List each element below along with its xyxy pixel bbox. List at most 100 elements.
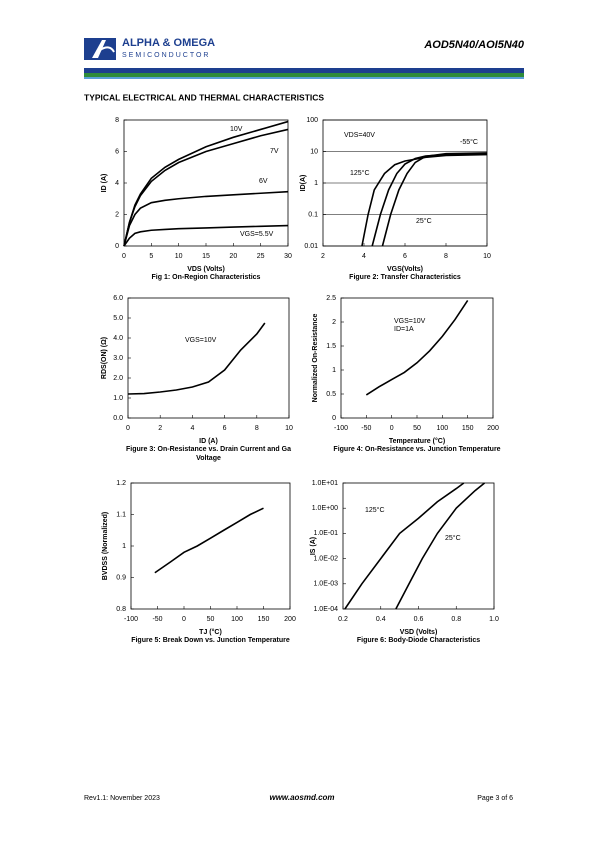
x-tick-label: 0: [390, 425, 394, 432]
y-tick-label: 1.0E-01: [313, 530, 338, 537]
label-background: [228, 124, 244, 134]
y-axis-label: ID (A): [101, 174, 108, 193]
figure-caption: Figure 6: Body-Diode Characteristics: [357, 637, 480, 644]
curve: [123, 128, 289, 247]
series-label: 7V: [270, 148, 279, 155]
x-tick-label: 0: [182, 616, 186, 623]
curve: [361, 153, 488, 247]
chart: 0 2 4 6 8 10 0.0 1.0 2.0 3.0 4.0 5.0 6.0 ID (A) RDS(ON…: [101, 295, 293, 462]
y-tick-label: 1: [122, 543, 126, 550]
y-tick-label: 8: [115, 117, 119, 124]
y-tick-label: 0.8: [116, 606, 126, 613]
series-label: VGS=5.5V: [240, 231, 274, 238]
curve: [123, 190, 289, 247]
y-tick-label: 2: [115, 211, 119, 218]
series-label: 125°C: [365, 506, 385, 514]
y-tick-label: 2.5: [326, 295, 336, 302]
figure-caption: Fig 1: On-Region Characteristics: [152, 274, 261, 281]
y-tick-label: 5.0: [113, 315, 123, 322]
x-tick-label: 4: [190, 425, 194, 432]
series-label: 25°C: [416, 217, 432, 225]
x-tick-label: 0.4: [376, 616, 386, 623]
chart: 0 5 10 15 20 25 30 0 2 4 6 8 VDS (Volts) ID (A) Fig 1:…: [101, 117, 292, 281]
figure-caption: Figure 2: Transfer Characteristics: [349, 274, 461, 281]
x-tick-label: 8: [255, 425, 259, 432]
x-axis-label: Temperature (°C): [389, 437, 445, 445]
footer-revision: Rev1.1: November 2023: [84, 795, 160, 802]
y-tick-label: 0: [332, 415, 336, 422]
series-label: 125°C: [350, 169, 370, 177]
x-tick-label: 0: [126, 425, 130, 432]
figure-caption: Figure 5: Break Down vs. Junction Temper…: [131, 637, 290, 644]
y-tick-label: 1.0: [113, 395, 123, 402]
y-axis-label: ID(A): [300, 175, 307, 192]
y-tick-label: 0.01: [304, 243, 318, 250]
x-axis-label: VDS (Volts): [187, 266, 225, 273]
x-tick-label: 200: [487, 425, 499, 432]
x-tick-label: 0.2: [338, 616, 348, 623]
x-axis-label: VGS(Volts): [387, 266, 423, 273]
logo-mark: [84, 38, 116, 60]
y-axis-label: BVDSS (Normalized): [102, 512, 109, 580]
footer-website: www.aosmd.com: [269, 793, 334, 802]
y-tick-label: 4.0: [113, 335, 123, 342]
x-tick-label: 0.6: [414, 616, 424, 623]
y-tick-label: 0.5: [326, 391, 336, 398]
header-bar-green: [84, 73, 524, 77]
y-tick-label: 1.0E-04: [313, 606, 338, 613]
header-bar-light: [84, 77, 524, 79]
x-axis-label: ID (A): [199, 438, 218, 445]
x-tick-label: 5: [149, 253, 153, 260]
label-background: [257, 176, 269, 186]
chart: -100 -50 0 50 100 150 200 0.8 0.9 1 1.1 1.2 TJ (°C) B…: [102, 480, 296, 644]
x-tick-label: 15: [202, 253, 210, 260]
x-tick-label: -50: [361, 425, 371, 432]
y-tick-label: 2: [332, 319, 336, 326]
y-tick-label: 1.1: [116, 511, 126, 518]
y-tick-label: 0.1: [308, 211, 318, 218]
x-tick-label: -100: [334, 425, 348, 432]
label-background: [348, 168, 372, 178]
logo-subtext: SEMICONDUCTOR: [122, 52, 210, 59]
y-tick-label: 6: [115, 148, 119, 155]
series-label: VGS=10V: [185, 337, 217, 344]
y-tick-label: 6.0: [113, 295, 123, 302]
y-axis-label: IS (A): [310, 537, 317, 555]
section-title: TYPICAL ELECTRICAL AND THERMAL CHARACTER…: [84, 92, 324, 102]
logo-glyph: [92, 40, 106, 58]
x-tick-label: 25: [257, 253, 265, 260]
y-tick-label: 1: [314, 180, 318, 187]
annotation: ID=1A: [394, 326, 414, 333]
x-tick-label: 4: [362, 253, 366, 260]
curve: [123, 224, 289, 247]
series-label: -55°C: [460, 138, 478, 146]
y-tick-label: 1.5: [326, 343, 336, 350]
figure-caption: Figure 4: On-Resistance vs. Junction Tem…: [333, 446, 500, 453]
curve: [395, 482, 486, 610]
y-tick-label: 0.0: [113, 415, 123, 422]
y-tick-label: 2.0: [113, 375, 123, 382]
y-tick-label: 10: [310, 148, 318, 155]
x-tick-label: 10: [285, 425, 293, 432]
y-tick-label: 1.0E+00: [312, 505, 338, 512]
x-tick-label: 150: [462, 425, 474, 432]
y-tick-label: 0.9: [116, 574, 126, 581]
chart: 0.2 0.4 0.6 0.8 1.0 1.0E-04 1.0E-03 1.0E-02 1.0E…: [310, 480, 499, 644]
x-tick-label: 200: [284, 616, 296, 623]
curve: [344, 482, 465, 610]
y-tick-label: 3.0: [113, 355, 123, 362]
curve: [365, 299, 469, 396]
x-tick-label: 30: [284, 253, 292, 260]
chart: 2 4 6 8 10 0.01 0.1 1 10 100 VGS(Volts) ID(A) Figure…: [300, 117, 491, 281]
y-tick-label: 1.0E-02: [313, 555, 338, 562]
x-tick-label: -100: [124, 616, 138, 623]
figure-caption: Figure 3: On-Resistance vs. Drain Curren…: [126, 446, 291, 453]
label-background: [183, 335, 215, 345]
x-tick-label: 100: [436, 425, 448, 432]
x-tick-label: 2: [158, 425, 162, 432]
y-axis-label: RDS(ON) (Ω): [101, 337, 108, 379]
x-tick-label: 10: [175, 253, 183, 260]
label-background: [238, 229, 274, 239]
x-tick-label: 50: [413, 425, 421, 432]
header-bar-blue: [84, 68, 524, 73]
